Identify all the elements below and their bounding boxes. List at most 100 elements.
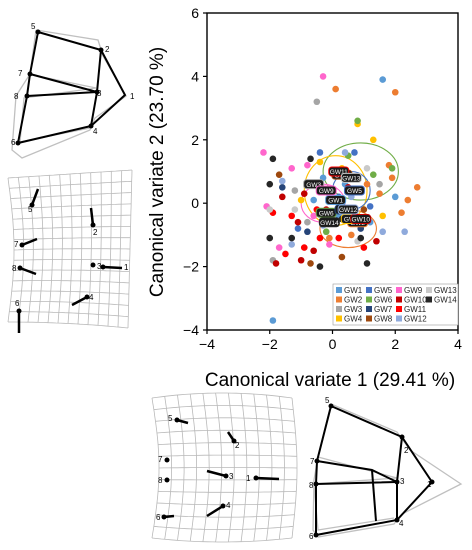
grid-line xyxy=(13,237,131,241)
data-point xyxy=(266,206,274,213)
landmark-label: 8 xyxy=(309,481,314,490)
landmark-label: 3 xyxy=(97,89,102,98)
landmark-dot xyxy=(90,222,96,228)
legend-swatch xyxy=(336,306,342,312)
landmark-dot xyxy=(223,473,229,479)
landmark-label: 7 xyxy=(310,457,315,466)
data-point xyxy=(288,234,296,242)
landmark-label: 6 xyxy=(15,299,20,308)
data-point xyxy=(304,228,311,236)
axis-ticks: −4 −2 0 2 4 −4 −2 0 2 4 6 xyxy=(183,5,462,352)
data-point xyxy=(388,174,396,182)
landmark-vector xyxy=(206,469,227,478)
data-point xyxy=(369,136,377,144)
landmark-label: 5 xyxy=(168,414,173,423)
centroid-box xyxy=(343,185,365,196)
centroid-marker: GW12 xyxy=(337,204,359,215)
landmark-label: 4 xyxy=(93,127,98,136)
grid-line xyxy=(12,214,131,220)
legend-label: GW3 xyxy=(344,305,363,314)
grid-line xyxy=(155,514,295,518)
legend-label: GW9 xyxy=(404,286,423,295)
landmark-dot xyxy=(313,532,319,538)
landmark-label: 1 xyxy=(427,480,432,489)
centroid-box xyxy=(350,214,372,225)
landmark-dot xyxy=(35,29,41,35)
data-point xyxy=(310,247,317,255)
landmark-dot xyxy=(313,481,319,487)
group-centroids: GW1GW2GW3GW4GW5GW6GW7GW8GW9GW10GW11GW12G… xyxy=(303,166,372,228)
landmark-vector xyxy=(30,188,40,206)
grid-line xyxy=(156,502,296,506)
legend-label: GW2 xyxy=(344,296,363,305)
data-point xyxy=(388,165,396,172)
grid-line xyxy=(12,280,130,284)
data-point xyxy=(282,250,289,258)
deformation-grid-left xyxy=(7,169,133,329)
legend-label: GW10 xyxy=(404,296,427,305)
data-point xyxy=(260,149,267,156)
legend-swatch xyxy=(366,315,372,322)
legend-label: GW1 xyxy=(344,286,363,295)
landmark-label: 6 xyxy=(11,138,16,147)
landmark-vector xyxy=(71,295,88,307)
centroid-marker: GW1 xyxy=(325,195,347,206)
data-point xyxy=(275,244,283,251)
landmark-dot xyxy=(15,140,21,146)
legend-swatch xyxy=(366,306,372,312)
data-point xyxy=(300,190,308,197)
legend-swatch xyxy=(366,287,372,293)
legend-swatch xyxy=(396,315,402,322)
grid-line xyxy=(158,442,297,446)
landmark-label: 1 xyxy=(124,263,129,272)
legend-label: GW6 xyxy=(374,296,393,305)
grid-line xyxy=(156,429,296,434)
centroid-marker: GW13 xyxy=(340,172,362,183)
landmark-dot xyxy=(399,434,405,440)
grid-line xyxy=(153,404,294,411)
y-tick-label: 6 xyxy=(191,5,199,21)
landmark-dot xyxy=(94,89,100,95)
grid-line xyxy=(151,392,293,399)
centroid-label: GW9 xyxy=(319,188,334,195)
landmark-dot xyxy=(231,438,237,444)
landmark-label: 8 xyxy=(14,92,19,101)
y-tick-label: 4 xyxy=(191,68,199,84)
landmark-label: 6 xyxy=(309,532,314,541)
landmark-dot xyxy=(100,264,106,270)
config-mean-inner xyxy=(315,460,398,485)
grid-line xyxy=(8,321,129,329)
data-point xyxy=(332,85,339,93)
grid-line xyxy=(13,258,130,261)
landmark-vector xyxy=(255,476,280,481)
data-point xyxy=(316,234,324,242)
centroid-label: GW6 xyxy=(319,210,334,217)
centroid-label: GW3 xyxy=(306,182,321,189)
centroid-box xyxy=(337,204,359,215)
data-point xyxy=(357,234,365,242)
data-point xyxy=(348,231,355,239)
data-point xyxy=(366,203,374,210)
data-point xyxy=(269,317,277,324)
landmark-dot xyxy=(174,417,180,423)
landmark-vector xyxy=(102,265,123,270)
y-tick-label: −2 xyxy=(183,259,199,275)
data-point xyxy=(391,88,399,96)
landmark-label: 5 xyxy=(28,205,33,214)
centroid-box xyxy=(340,172,362,183)
data-point xyxy=(351,149,358,156)
data-point xyxy=(316,158,324,166)
centroid-box xyxy=(325,195,347,206)
landmark-vector xyxy=(89,207,95,226)
landmark-label: 4 xyxy=(226,501,231,510)
landmark-label: 3 xyxy=(400,477,405,486)
grid-line xyxy=(158,454,297,457)
grid-bottom-vectors: 5 2 3 1 7 8 4 6 xyxy=(156,414,280,522)
config-top-left: 5 2 3 1 4 7 8 6 xyxy=(11,22,135,159)
data-point xyxy=(363,165,371,172)
data-point xyxy=(379,212,387,220)
grid-line xyxy=(13,226,131,230)
legend-swatch xyxy=(336,287,342,293)
centroid-label: GW12 xyxy=(339,207,358,214)
